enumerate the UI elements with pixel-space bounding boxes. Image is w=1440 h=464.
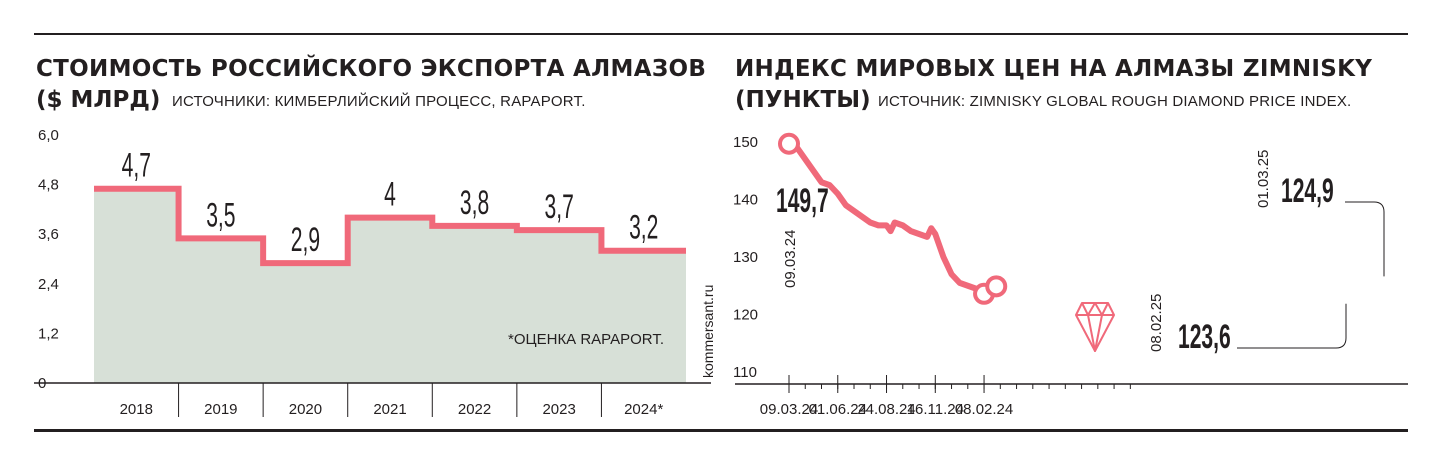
x-tick-label: 08.02.24 [955,401,1013,418]
y-tick-label: 1,2 [38,325,59,342]
y-tick-label: 3,6 [38,226,59,243]
leader-line [1345,201,1385,277]
credit-label: kommersant.ru [700,285,716,378]
x-tick-label: 2019 [204,401,237,418]
y-tick-label: 130 [733,249,758,266]
y-tick-label: 140 [733,192,758,209]
y-tick-label: 4,8 [38,177,59,194]
value-label: 3,2 [629,207,658,245]
right-chart-source: ИСТОЧНИК: ZIMNISKY GLOBAL ROUGH DIAMOND … [878,93,1352,110]
left-chart-source: ИСТОЧНИКИ: КИМБЕРЛИЙСКИЙ ПРОЦЕСС, RAPAPO… [172,93,586,110]
x-tick-label: 16.11.24 [907,401,964,418]
export-step-chart: 01,22,43,64,86,04,73,52,943,83,73,220182… [34,127,711,418]
value-label: 2,9 [291,220,320,258]
y-tick-label: 150 [733,134,758,151]
x-tick-label: 24.08.24 [857,401,915,418]
date-label: 09.03.24 [782,230,799,288]
area-fill [94,188,686,383]
step-line [94,185,686,267]
right-chart-unit: (ПУНКТЫ) [735,87,871,113]
y-tick-label: 6,0 [38,127,59,144]
x-tick-label: 01.06.24 [809,401,867,418]
point-marker [778,132,800,155]
value-label: 123,6 [1178,317,1231,355]
top-rule [34,33,1408,35]
date-label: 08.02.25 [1148,294,1165,352]
right-chart-title: ИНДЕКС МИРОВЫХ ЦЕН НА АЛМАЗЫ ZIMNISKY [735,56,1373,82]
value-label: 3,5 [206,195,235,233]
x-tick-label: 2020 [289,401,322,418]
x-tick-label: 2024* [624,401,663,418]
left-chart-unit: ($ МЛРД) [36,87,161,113]
price-index-chart: 11012013014015009.03.2401.06.2424.08.241… [733,132,1408,418]
value-label: 124,9 [1281,171,1334,209]
y-tick-label: 110 [733,364,757,381]
y-tick-label: 120 [733,307,758,324]
index-line [786,140,1000,297]
point-marker [985,275,1008,298]
date-label: 01.03.25 [1255,150,1272,208]
x-tick-label: 2018 [120,401,153,418]
x-tick-label: 2023 [542,401,575,418]
leader-line [1237,303,1347,349]
x-tick-label: 2022 [458,401,491,418]
bottom-rule [34,429,1408,432]
x-tick-label: 2021 [373,401,406,418]
y-tick-label: 2,4 [38,276,59,293]
value-label: 4,7 [122,145,151,183]
diamond-icon [1075,302,1115,352]
x-tick-label: 09.03.24 [760,401,818,418]
value-label: 149,7 [776,181,829,219]
left-chart-title: СТОИМОСТЬ РОССИЙСКОГО ЭКСПОРТА АЛМАЗОВ [36,56,707,82]
value-label: 4 [384,174,396,212]
value-label: 3,7 [545,187,574,225]
estimate-note: *ОЦЕНКА RAPAPORT. [508,331,664,348]
value-label: 3,8 [460,183,489,221]
